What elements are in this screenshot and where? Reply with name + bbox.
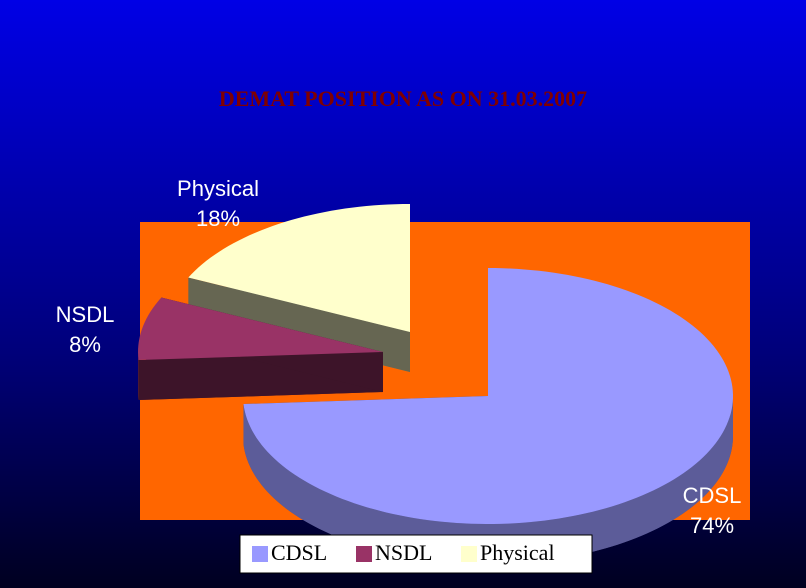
pie <box>138 204 734 564</box>
legend-label: NSDL <box>375 540 432 565</box>
slice-label: Physical <box>177 176 259 201</box>
pie-slice <box>188 204 410 332</box>
legend-label: Physical <box>480 540 555 565</box>
legend-swatch <box>356 546 372 562</box>
legend-label: CDSL <box>271 540 327 565</box>
labels: CDSL 74% NSDL 8% Physical 18% <box>56 176 742 538</box>
pie-slice <box>138 297 383 361</box>
legend-items: CDSL NSDL Physical <box>252 540 555 565</box>
legend-swatch <box>252 546 268 562</box>
slice-value-label: 8% <box>69 332 101 357</box>
pie-slice <box>243 268 733 524</box>
slice-value-label: 74% <box>690 513 734 538</box>
legend <box>239 534 593 574</box>
chart-title: DEMAT POSITION AS ON 31.03.2007 <box>219 86 587 111</box>
slice-value-label: 18% <box>196 206 240 231</box>
slice-label: NSDL <box>56 302 115 327</box>
legend-swatch <box>461 546 477 562</box>
pie-side <box>243 396 734 564</box>
slice-label: CDSL <box>683 483 742 508</box>
